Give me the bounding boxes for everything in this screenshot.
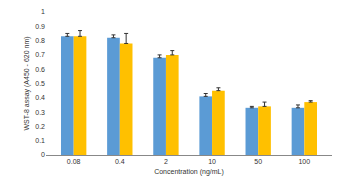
svg-text:0.4: 0.4 [115,158,125,165]
svg-text:0.8: 0.8 [35,37,45,44]
svg-text:0.1: 0.1 [35,137,45,144]
svg-text:2: 2 [164,158,168,165]
svg-text:0.5: 0.5 [35,80,45,87]
svg-text:WST-8 assay (A450 - 620 nm): WST-8 assay (A450 - 620 nm) [23,36,31,130]
svg-text:100: 100 [298,158,310,165]
svg-text:0.2: 0.2 [35,123,45,130]
svg-text:0: 0 [41,151,45,158]
svg-text:Concentration (ng/mL): Concentration (ng/mL) [154,168,224,176]
svg-text:0.3: 0.3 [35,109,45,116]
svg-text:50: 50 [254,158,262,165]
svg-text:0.6: 0.6 [35,66,45,73]
svg-text:0.4: 0.4 [35,94,45,101]
svg-text:0.7: 0.7 [35,51,45,58]
svg-text:10: 10 [208,158,216,165]
svg-text:1: 1 [41,8,45,15]
svg-text:0.08: 0.08 [67,158,81,165]
svg-text:0.9: 0.9 [35,23,45,30]
